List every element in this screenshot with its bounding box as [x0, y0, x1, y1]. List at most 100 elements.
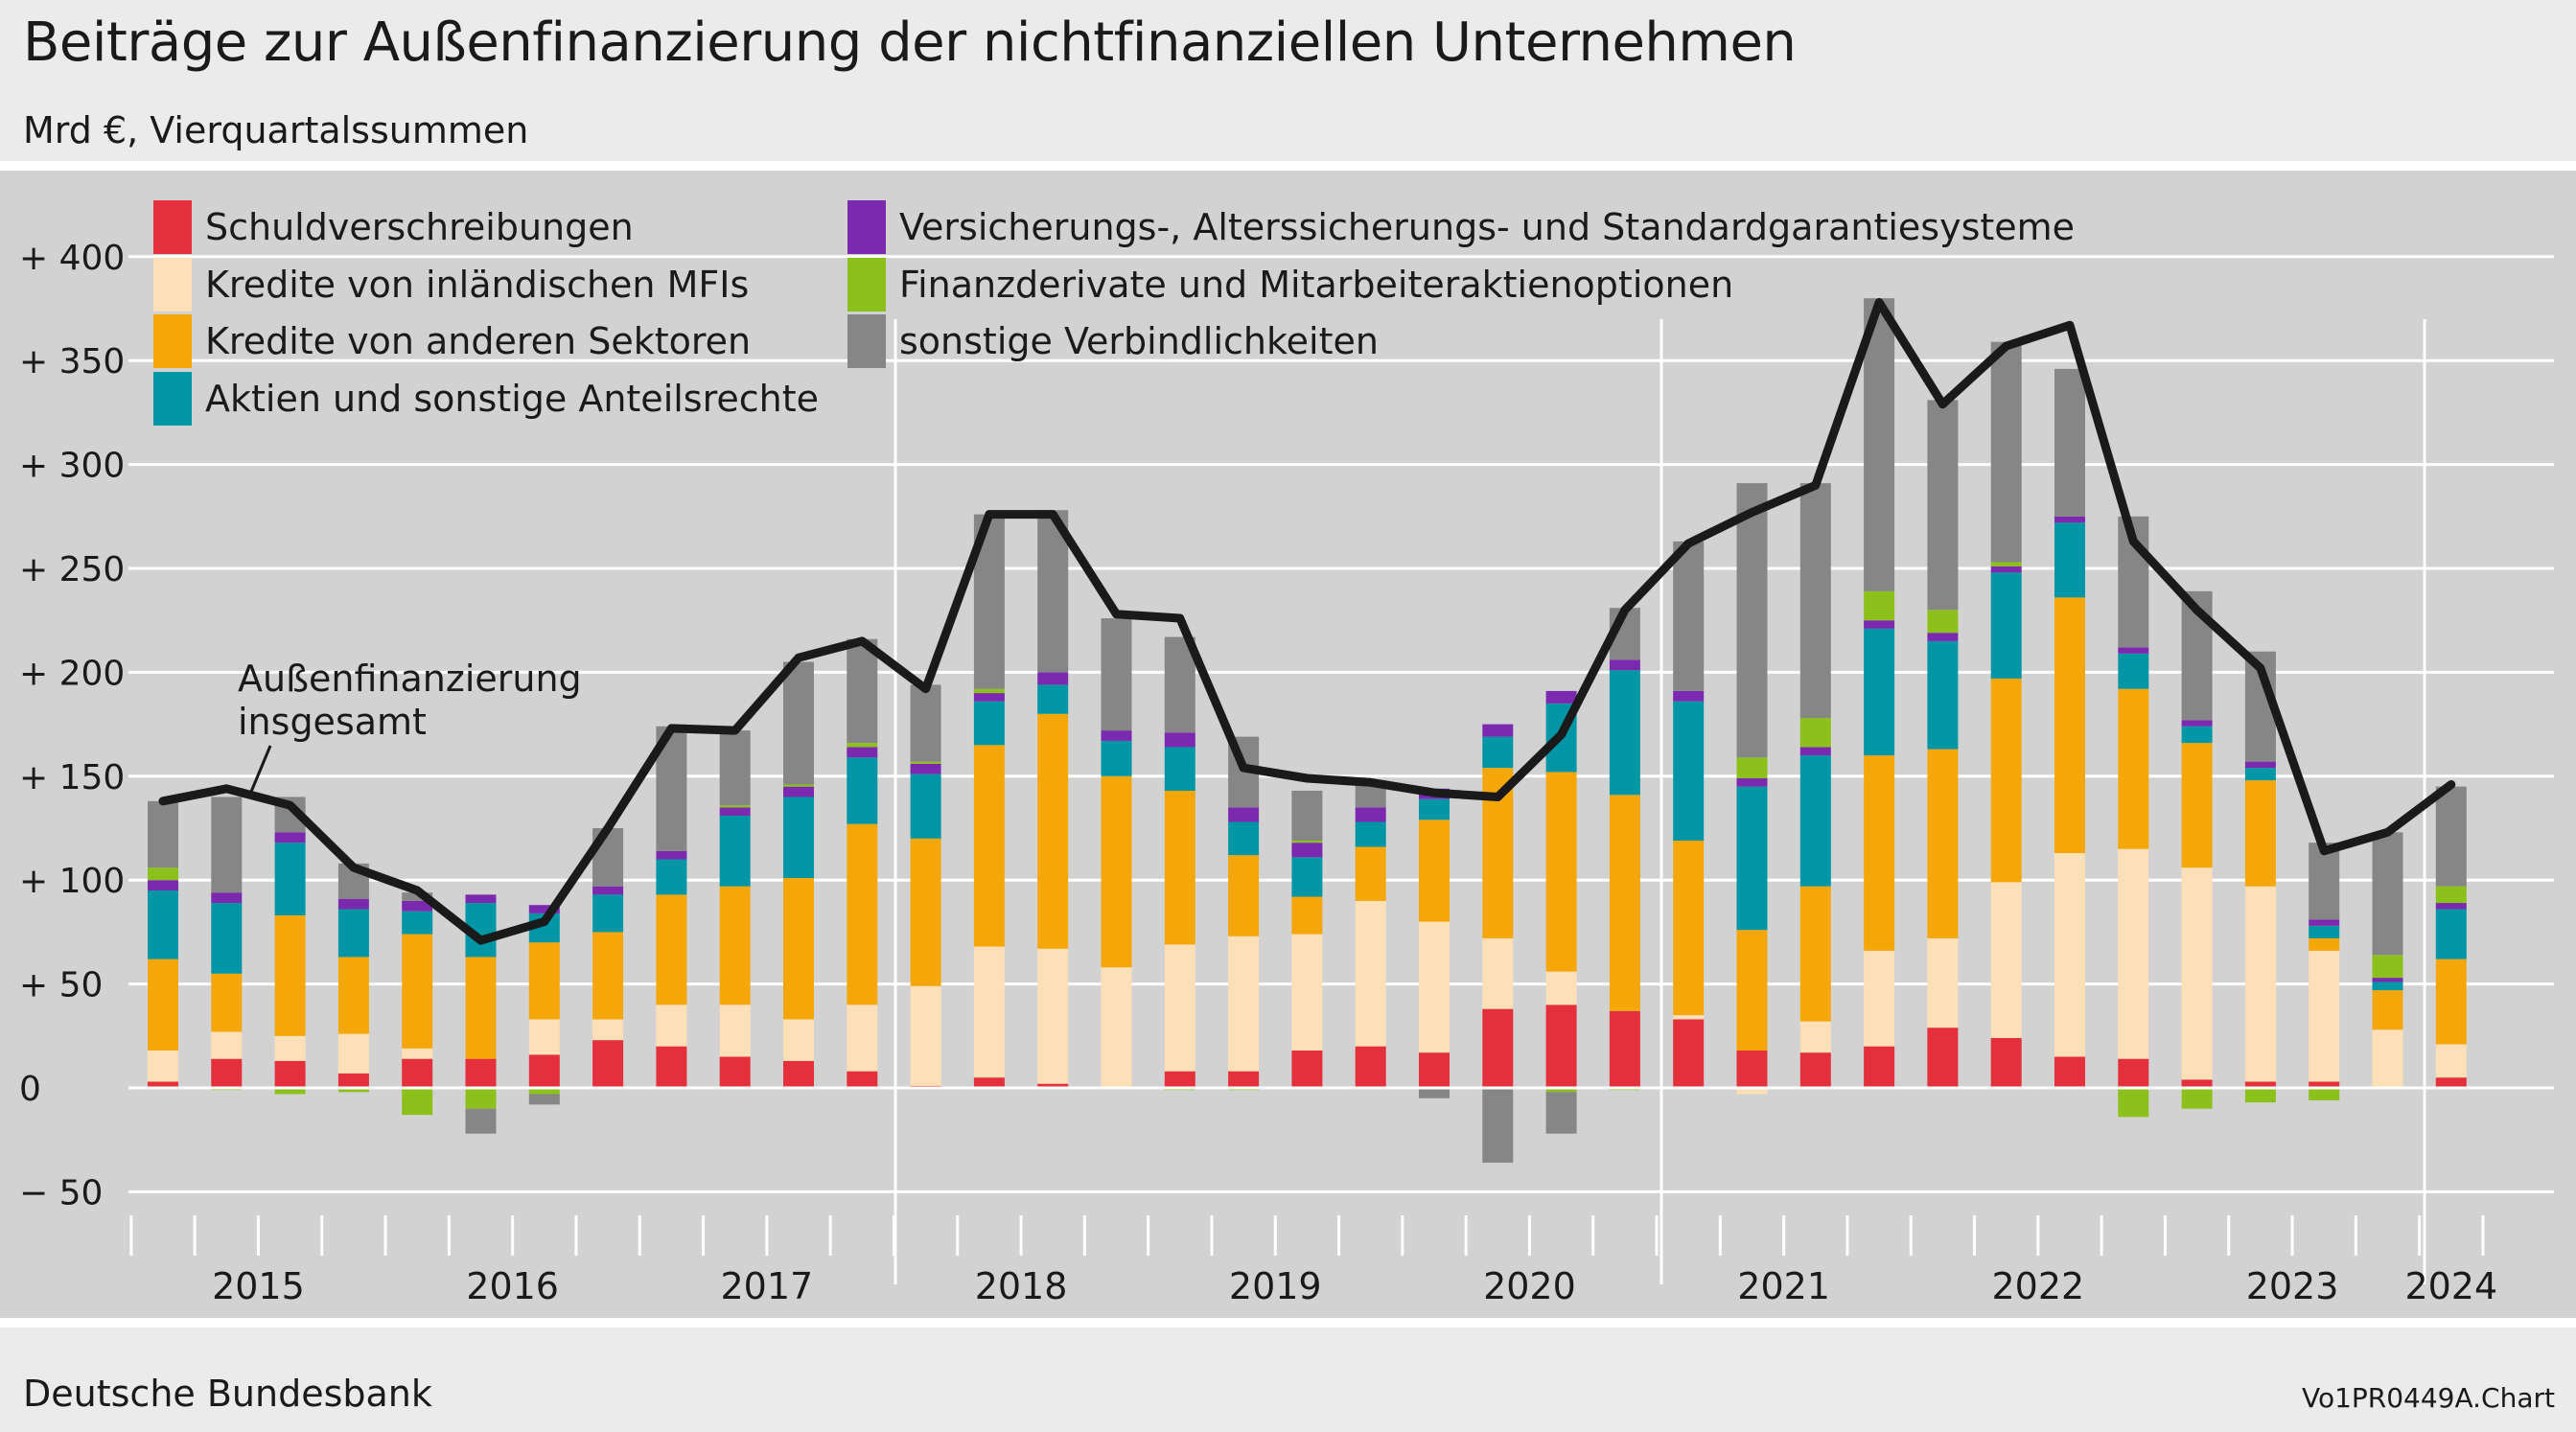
- y-tick-label: + 250: [19, 550, 125, 589]
- bar-segment: [1291, 1050, 1323, 1088]
- bar-segment: [783, 878, 814, 1020]
- bar-segment: [2244, 768, 2276, 781]
- bar-segment: [2435, 1044, 2467, 1078]
- bar-segment: [211, 797, 243, 893]
- bar-segment: [1799, 1021, 1831, 1053]
- top-divider: [0, 161, 2576, 171]
- bar-segment: [2372, 955, 2403, 979]
- bar-segment: [1927, 749, 1959, 938]
- bar-segment: [1355, 821, 1386, 847]
- bar-segment: [2309, 919, 2340, 926]
- bar-segment: [973, 946, 1005, 1078]
- bar-segment: [2181, 1079, 2213, 1088]
- x-year-label: 2017: [720, 1265, 813, 1307]
- bar-segment: [1799, 1052, 1831, 1088]
- bar-segment: [211, 892, 243, 904]
- bar-segment: [592, 932, 624, 1020]
- bar-segment: [2309, 843, 2340, 920]
- bar-segment: [1736, 786, 1768, 931]
- bar-segment: [1291, 790, 1323, 842]
- legend-label: Versicherungs-, Alterssicherungs- und St…: [899, 206, 2076, 248]
- bar-segment: [1164, 747, 1195, 791]
- x-year-label: 2021: [1737, 1265, 1830, 1307]
- bar-segment: [1228, 821, 1260, 856]
- bar-segment: [337, 1088, 369, 1093]
- legend-swatch: [847, 314, 886, 368]
- total-line-annotation: Außenfinanzierung insgesamt: [238, 658, 582, 744]
- bar-segment: [910, 838, 941, 986]
- bar-segment: [1609, 659, 1640, 671]
- bar-segment: [1419, 921, 1450, 1053]
- legend-label: Kredite von anderen Sektoren: [205, 320, 752, 362]
- bar-segment: [1419, 820, 1450, 922]
- bar-segment: [2435, 903, 2467, 910]
- bar-segment: [592, 886, 624, 895]
- bar-segment: [2181, 1088, 2213, 1109]
- bar-segment: [1037, 948, 1069, 1084]
- bar-segment: [2118, 653, 2149, 689]
- bar-segment: [2181, 867, 2213, 1080]
- bar-segment: [2118, 1088, 2149, 1118]
- bar-segment: [2309, 950, 2340, 1082]
- bar-segment: [1291, 934, 1323, 1051]
- bar-segment: [2181, 720, 2213, 727]
- y-tick-label: + 100: [19, 862, 125, 901]
- bar-segment: [1355, 807, 1386, 822]
- bar-segment: [2244, 1088, 2276, 1103]
- bar-segment: [1864, 298, 1895, 591]
- bar-segment: [1736, 930, 1768, 1051]
- bar-segment: [656, 1046, 687, 1088]
- legend-item: Versicherungs-, Alterssicherungs- und St…: [847, 200, 2075, 254]
- annotation-line1: Außenfinanzierung: [238, 658, 582, 700]
- bar-segment: [847, 747, 878, 758]
- x-year-label: 2022: [1991, 1265, 2084, 1307]
- footer-chart-id: Vo1PR0449A.Chart: [2301, 1382, 2555, 1414]
- bar-segment: [465, 1058, 497, 1088]
- bar-segment: [1990, 341, 2022, 563]
- bar-segment: [656, 894, 687, 1005]
- bar-segment: [2244, 761, 2276, 769]
- bar-segment: [847, 743, 878, 748]
- x-year-label: 2020: [1483, 1265, 1576, 1307]
- bar-segment: [1419, 1052, 1450, 1088]
- bar-segment: [1609, 795, 1640, 1011]
- bar-segment: [1799, 755, 1831, 887]
- bar-segment: [1927, 400, 1959, 611]
- bar-segment: [783, 797, 814, 879]
- bar-segment: [847, 757, 878, 824]
- legend-item: Schuldverschreibungen: [153, 200, 634, 254]
- bar-segment: [1101, 775, 1132, 968]
- bar-segment: [1545, 1092, 1577, 1134]
- bar-segment: [1673, 701, 1705, 842]
- bar-segment: [2054, 368, 2085, 517]
- x-year-label: 2019: [1229, 1265, 1322, 1307]
- bar-segment: [973, 1077, 1005, 1088]
- bar-segment: [402, 1088, 433, 1116]
- bar-segment: [719, 886, 751, 1005]
- bar-segment: [337, 1073, 369, 1088]
- bar-segment: [2054, 853, 2085, 1057]
- y-tick-label: + 350: [19, 342, 125, 381]
- bar-segment: [973, 701, 1005, 746]
- bar-segment: [1482, 736, 1514, 769]
- bar-segment: [2372, 832, 2403, 956]
- legend-label: Finanzderivate und Mitarbeiteraktienopti…: [899, 264, 1734, 306]
- bar-segment: [148, 880, 178, 891]
- chart-title: Beiträge zur Außenfinanzierung der nicht…: [23, 12, 1797, 74]
- legend-item: Kredite von anderen Sektoren: [153, 314, 751, 368]
- legend-swatch: [153, 314, 192, 368]
- bar-segment: [402, 1058, 433, 1088]
- bar-segment: [1736, 777, 1768, 787]
- bar-segment: [1164, 732, 1195, 748]
- bar-segment: [1545, 690, 1577, 704]
- bar-segment: [1990, 1037, 2022, 1088]
- bar-segment: [1990, 678, 2022, 883]
- bar-segment: [910, 774, 941, 839]
- bar-segment: [465, 957, 497, 1059]
- bar-segment: [337, 957, 369, 1034]
- bar-segment: [402, 892, 433, 901]
- bar-segment: [402, 911, 433, 935]
- bar-segment: [2244, 1081, 2276, 1088]
- bar-segment: [1864, 950, 1895, 1047]
- legend-item: Finanzderivate und Mitarbeiteraktienopti…: [847, 258, 1733, 312]
